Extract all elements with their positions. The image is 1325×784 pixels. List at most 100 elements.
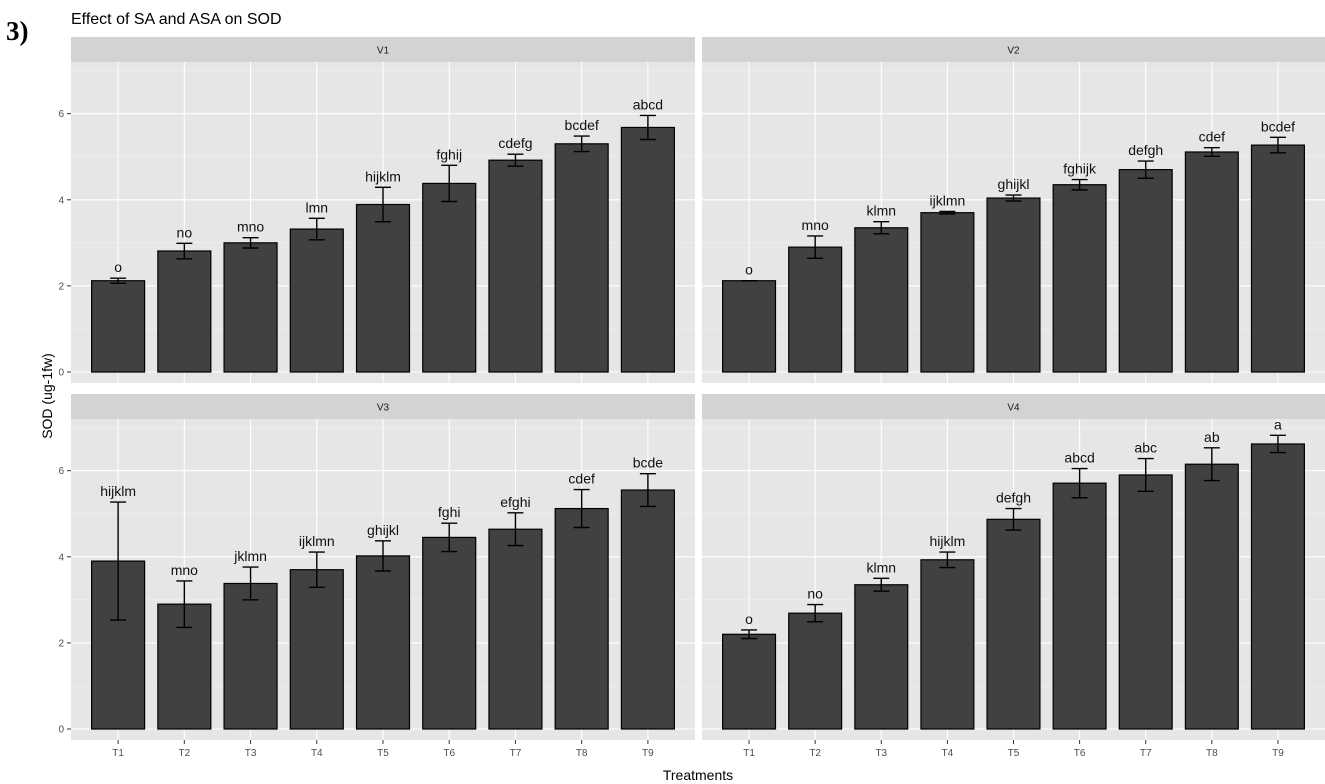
bar-v4-t6 [1052,482,1107,730]
bar-v2-t4 [920,212,975,373]
x-axis-title: Treatments [663,767,733,783]
x-tick-label: T5 [377,748,389,759]
figure-label: 3) [6,16,29,46]
significance-label: lmn [305,199,328,215]
x-tick-label: T3 [245,748,257,759]
bar-v3-t9 [620,489,675,730]
significance-label: fghij [436,146,462,162]
significance-label: defgh [996,490,1031,506]
x-tick-label: T9 [1272,748,1284,759]
bar-v4-t3 [854,584,909,730]
panel-v2: V2 o mno klmn ijklmn ghijkl fghijk defgh cdef bcd… [702,37,1325,383]
x-tick-label: T4 [942,748,954,759]
bar-v4-t8 [1184,463,1239,730]
facet-strip-label: V4 [1007,403,1020,414]
bar-v3-t3 [223,582,278,730]
bar-v4-t4 [920,559,975,730]
x-tick-label: T7 [1140,748,1152,759]
significance-label: ghijkl [367,522,399,538]
bar-v1-t8 [554,143,609,373]
bar-v4-t7 [1118,474,1173,730]
facet-strip-label: V2 [1007,46,1020,57]
panel-v4: V4 o no klmn hijklm defgh abcd abc ab a T1 T2 T3 T4 T5… [702,394,1325,759]
bar-v4-t2 [788,612,843,730]
significance-label: abcd [1064,450,1094,466]
facet-strip [71,394,695,419]
significance-label: jklmn [233,548,267,564]
x-tick-label: T2 [178,748,190,759]
bar-v1-t2 [157,250,212,373]
facet-strip [702,37,1325,62]
x-tick-label: T9 [642,748,654,759]
y-tick-label: 0 [58,368,64,379]
bar-v2-t2 [788,246,843,373]
significance-label: fghijk [1063,161,1097,177]
x-tick-label: T7 [510,748,522,759]
facet-panels: V1 o no mno lmn hijklm fghij cdefg bcdef abcd 0 2 4 6… [58,37,1325,759]
x-tick-label: T1 [112,748,124,759]
facet-strip-label: V3 [377,403,390,414]
bar-v3-t7 [488,528,543,730]
significance-label: no [807,586,823,602]
significance-label: bcdef [565,117,599,133]
facet-strip-label: V1 [377,46,390,57]
y-tick-label: 4 [58,195,64,206]
bar-v1-t4 [289,228,344,373]
y-axis-title: SOD (ug-1fw) [39,353,55,439]
bar-v2-t8 [1184,151,1239,373]
x-tick-label: T8 [576,748,588,759]
significance-label: klmn [866,559,896,575]
bar-v4-t5 [986,518,1041,730]
bar-v1-t3 [223,242,278,373]
x-tick-label: T6 [1074,748,1086,759]
x-tick-label: T1 [743,748,755,759]
significance-label: o [745,611,753,627]
bar-v1-t6 [422,182,477,373]
bar-v2-t6 [1052,184,1107,373]
bar-v4-t1 [722,633,777,730]
bar-v2-t9 [1250,144,1305,373]
x-tick-label: T6 [443,748,455,759]
bar-v4-t9 [1250,443,1305,730]
x-tick-label: T5 [1008,748,1020,759]
significance-label: efghi [500,494,530,510]
bar-v3-t4 [289,569,344,730]
significance-label: bcde [633,455,664,471]
panel-v3: V3 hijklm mno jklmn ijklmn ghijkl fghi efghi cde… [58,394,695,759]
bar-v2-t5 [986,197,1041,373]
bar-v1-t5 [355,203,411,373]
facet-strip [71,37,695,62]
significance-label: o [745,262,753,278]
significance-label: cdefg [498,135,532,151]
significance-label: abc [1134,440,1157,456]
significance-label: cdef [1199,129,1226,145]
significance-label: cdef [568,471,595,487]
bar-v2-t7 [1118,169,1173,373]
significance-label: no [177,224,193,240]
x-tick-label: T2 [809,748,821,759]
significance-label: hijklm [100,483,136,499]
significance-label: o [114,259,122,275]
significance-label: ijklmn [299,533,335,549]
y-tick-label: 0 [58,725,64,736]
facet-strip [702,394,1325,419]
significance-label: hijklm [929,533,965,549]
y-tick-label: 6 [58,466,64,477]
bar-v2-t1 [722,280,777,373]
significance-label: a [1274,416,1282,432]
significance-label: fghi [438,504,461,520]
x-tick-label: T4 [311,748,323,759]
significance-label: ab [1204,429,1220,445]
significance-label: mno [171,562,198,578]
significance-label: mno [237,219,264,235]
y-tick-label: 6 [58,109,64,120]
significance-label: klmn [866,203,896,219]
significance-label: hijklm [365,168,401,184]
chart-title: Effect of SA and ASA on SOD [71,11,282,28]
bar-v1-t7 [488,159,543,373]
significance-label: ghijkl [998,176,1030,192]
x-tick-label: T3 [875,748,887,759]
y-tick-label: 2 [58,638,64,649]
significance-label: ijklmn [929,192,965,208]
